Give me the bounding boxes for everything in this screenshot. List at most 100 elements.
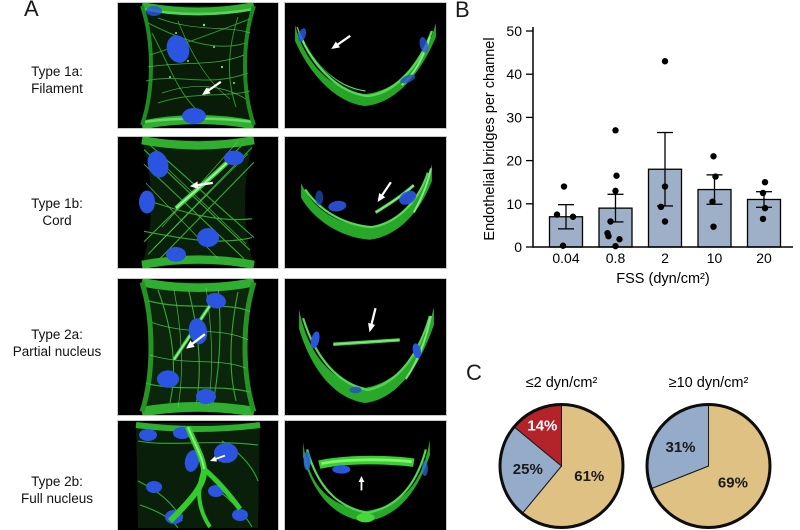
- data-point: [560, 183, 568, 190]
- pie-slice-label: 69%: [718, 475, 748, 492]
- nucleus: [419, 37, 429, 53]
- pie-slice-label: 14%: [527, 417, 557, 434]
- data-point: [759, 189, 767, 197]
- nucleus: [332, 465, 351, 474]
- pointer-arrow-icon: [186, 333, 206, 349]
- nucleus: [206, 293, 226, 309]
- nucleus: [196, 388, 216, 405]
- nucleus: [157, 370, 179, 388]
- data-point: [709, 198, 716, 205]
- y-tick-label: 20: [506, 153, 522, 169]
- y-axis-title: Endothelial bridges per channel: [482, 37, 498, 240]
- nucleus: [303, 451, 311, 471]
- channel-crescent: [301, 164, 432, 240]
- type-1b-label-line1: Type 1b:: [31, 196, 83, 211]
- type-1b-label-line2: Cord: [42, 213, 72, 228]
- type-2b-label-line2: Full nucleus: [20, 491, 94, 506]
- nucleus: [197, 228, 219, 248]
- data-point: [605, 233, 612, 240]
- pie-slice-label: 31%: [666, 439, 696, 456]
- pointer-arrow-icon: [377, 181, 392, 202]
- data-point: [613, 172, 620, 179]
- bar-chart-endothelial-bridges: 0 10 20 30 40 50 0.04 0.8 2 10 20 FSS (dyn/cm²) Endo…: [482, 23, 793, 287]
- data-point: [661, 58, 669, 65]
- micrograph-type2a-cross-section: [284, 278, 447, 416]
- channel-crescent: [299, 307, 434, 404]
- data-point: [612, 127, 619, 134]
- nucleus: [328, 200, 347, 212]
- type-2b-label: Type 2b: Full nucleus: [0, 473, 114, 507]
- data-point: [761, 179, 769, 186]
- data-point: [761, 204, 769, 212]
- data-point: [612, 242, 619, 250]
- pie-outline: [645, 403, 772, 529]
- micrograph-type1b-cross-section: [284, 136, 447, 269]
- pointer-arrow-icon: [368, 307, 377, 333]
- nucleus: [298, 28, 307, 42]
- x-tick-label: 20: [756, 250, 772, 266]
- panel-b-letter: B: [455, 0, 470, 22]
- data-point: [710, 153, 717, 160]
- data-point: [710, 223, 717, 230]
- nucleus: [349, 386, 362, 394]
- nucleus: [184, 450, 200, 472]
- data-point: [559, 242, 567, 249]
- data-point: [607, 218, 614, 225]
- data-point: [612, 187, 619, 195]
- nucleus: [139, 190, 155, 214]
- cell-sheet: [142, 6, 254, 125]
- data-point: [553, 211, 561, 218]
- type-1a-label: Type 1a: Filament: [0, 63, 114, 97]
- pointer-arrow-icon: [210, 454, 226, 462]
- type-2b-label-line1: Type 2b:: [31, 474, 83, 489]
- pointer-arrow-icon: [202, 80, 222, 95]
- type-2a-label-line2: Partial nucleus: [12, 344, 102, 359]
- pie-slice-label: 25%: [513, 461, 543, 478]
- micrograph-type1b-top-view: [117, 136, 279, 269]
- y-tick-label: 30: [506, 109, 522, 125]
- data-point: [661, 183, 669, 190]
- nucleus: [147, 150, 169, 178]
- y-tick-label: 50: [506, 23, 522, 39]
- data-point: [759, 215, 767, 223]
- nucleus: [188, 318, 208, 345]
- micrograph-type1a-cross-section: [284, 2, 447, 129]
- data-point: [657, 203, 665, 211]
- x-tick-label: 0.04: [552, 250, 579, 266]
- x-tick-label: 0.8: [606, 250, 626, 266]
- micrograph-type2b-cross-section: [284, 420, 447, 530]
- lumen-hole: [334, 345, 397, 379]
- type-2a-label: Type 2a: Partial nucleus: [0, 326, 114, 360]
- data-point: [661, 218, 669, 225]
- pie-title: ≥10 dyn/cm²: [669, 375, 749, 391]
- channel-crescent: [295, 23, 436, 106]
- actin-filaments: [145, 16, 251, 112]
- nucleus: [182, 108, 206, 124]
- nucleus: [399, 190, 417, 205]
- data-point: [569, 213, 577, 220]
- nucleus: [146, 6, 162, 16]
- type-2a-label-line1: Type 2a:: [31, 327, 83, 342]
- pointer-arrow-icon: [358, 475, 365, 491]
- type-1a-label-line1: Type 1a:: [31, 64, 83, 79]
- panel-c-letter: C: [466, 360, 482, 385]
- type-1b-label: Type 1b: Cord: [0, 195, 114, 229]
- micrograph-type1a-top-view: [117, 2, 279, 129]
- x-axis-title: FSS (dyn/cm²): [616, 271, 709, 287]
- y-tick-label: 40: [506, 66, 522, 82]
- pie-title: ≤2 dyn/cm²: [526, 375, 598, 391]
- pie-slice-label: 61%: [574, 468, 604, 485]
- nucleus: [232, 509, 248, 521]
- nucleus: [166, 247, 186, 262]
- bright-blob: [356, 512, 375, 523]
- data-point: [712, 173, 719, 180]
- nucleus: [421, 460, 428, 476]
- nucleus: [214, 443, 238, 463]
- lumen-hole: [331, 473, 400, 506]
- nucleus: [412, 343, 422, 359]
- type-1a-label-line2: Filament: [31, 81, 83, 96]
- micrograph-type2b-top-view: [117, 420, 279, 530]
- x-tick-label: 10: [707, 250, 723, 266]
- data-point: [616, 236, 623, 243]
